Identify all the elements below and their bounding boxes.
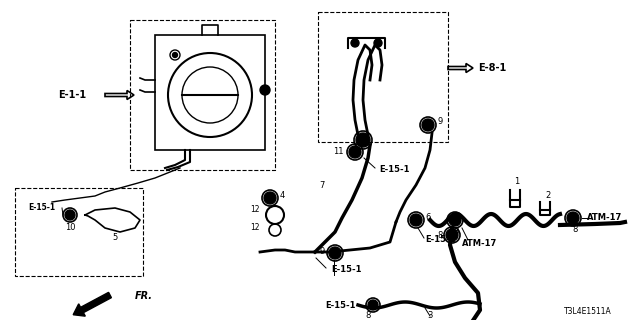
Bar bbox=[15, 188, 143, 276]
Circle shape bbox=[422, 119, 434, 131]
Circle shape bbox=[449, 214, 461, 226]
Text: 12: 12 bbox=[250, 205, 260, 214]
Circle shape bbox=[173, 52, 177, 58]
Text: 10: 10 bbox=[65, 223, 76, 233]
FancyArrow shape bbox=[73, 292, 111, 316]
Text: 6: 6 bbox=[426, 213, 431, 222]
Circle shape bbox=[349, 146, 361, 158]
Circle shape bbox=[374, 39, 382, 47]
Text: 11: 11 bbox=[333, 148, 343, 156]
Circle shape bbox=[65, 210, 75, 220]
Circle shape bbox=[264, 192, 276, 204]
Text: 12: 12 bbox=[250, 223, 260, 233]
Circle shape bbox=[260, 85, 270, 95]
Text: E-15-1: E-15-1 bbox=[324, 300, 355, 309]
Text: 8: 8 bbox=[572, 226, 578, 235]
Text: 9: 9 bbox=[437, 117, 443, 126]
Text: 5: 5 bbox=[113, 234, 118, 243]
Text: E-1-1: E-1-1 bbox=[58, 90, 86, 100]
Text: 7: 7 bbox=[319, 180, 324, 189]
Text: E-15-1: E-15-1 bbox=[380, 165, 410, 174]
Text: E-15-1: E-15-1 bbox=[425, 236, 455, 244]
Text: 8: 8 bbox=[437, 230, 443, 239]
Text: 8: 8 bbox=[453, 228, 459, 236]
Text: 3: 3 bbox=[428, 311, 433, 320]
Circle shape bbox=[351, 39, 359, 47]
Circle shape bbox=[410, 214, 422, 226]
Circle shape bbox=[368, 300, 378, 310]
Text: ATM-17: ATM-17 bbox=[462, 239, 498, 249]
Circle shape bbox=[567, 212, 579, 224]
Bar bbox=[155, 35, 265, 150]
Text: T3L4E1511A: T3L4E1511A bbox=[564, 307, 612, 316]
Circle shape bbox=[446, 229, 458, 241]
Text: FR.: FR. bbox=[135, 291, 153, 301]
Text: E-8-1: E-8-1 bbox=[478, 63, 506, 73]
Text: 8: 8 bbox=[365, 311, 371, 320]
Text: 4: 4 bbox=[280, 190, 285, 199]
Circle shape bbox=[356, 133, 370, 147]
Bar bbox=[318, 12, 448, 142]
Text: 1: 1 bbox=[515, 178, 520, 187]
Text: 9: 9 bbox=[319, 247, 324, 257]
Text: 2: 2 bbox=[545, 191, 550, 201]
Text: E-15-1: E-15-1 bbox=[28, 204, 56, 212]
Text: ATM-17: ATM-17 bbox=[588, 213, 623, 222]
Bar bbox=[130, 20, 275, 170]
Circle shape bbox=[329, 247, 341, 259]
Text: E-15-1: E-15-1 bbox=[332, 266, 362, 275]
